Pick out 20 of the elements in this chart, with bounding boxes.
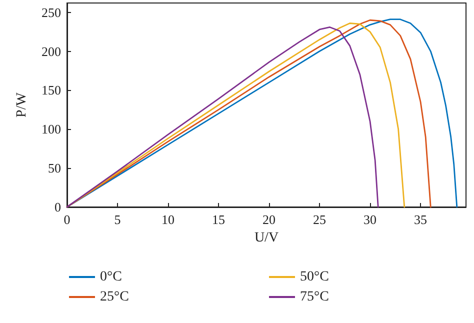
legend-label: 0°C [100,270,122,284]
x-tick-label: 30 [364,212,377,227]
x-tick-label: 20 [262,212,276,227]
x-axis-title: U/V [254,230,279,246]
y-axis-title: P/W [14,92,30,118]
y-tick-label: 50 [48,160,61,176]
x-tick-label: 5 [114,212,121,227]
y-tick-label: 100 [42,122,61,137]
y-tick-label: 150 [42,82,61,98]
y-tick-label: 200 [42,44,61,59]
legend-label: 50°C [300,270,329,284]
y-tick-label: 250 [42,4,61,20]
y-tick-label: 0 [54,200,61,214]
x-tick-label: 0 [64,212,70,227]
x-tick-label: 15 [212,212,226,227]
legend-label: 75°C [300,290,329,304]
x-tick-label: 35 [414,212,428,227]
legend-label: 25°C [100,290,129,304]
x-tick-label: 25 [313,212,326,227]
x-tick-label: 10 [162,212,175,227]
